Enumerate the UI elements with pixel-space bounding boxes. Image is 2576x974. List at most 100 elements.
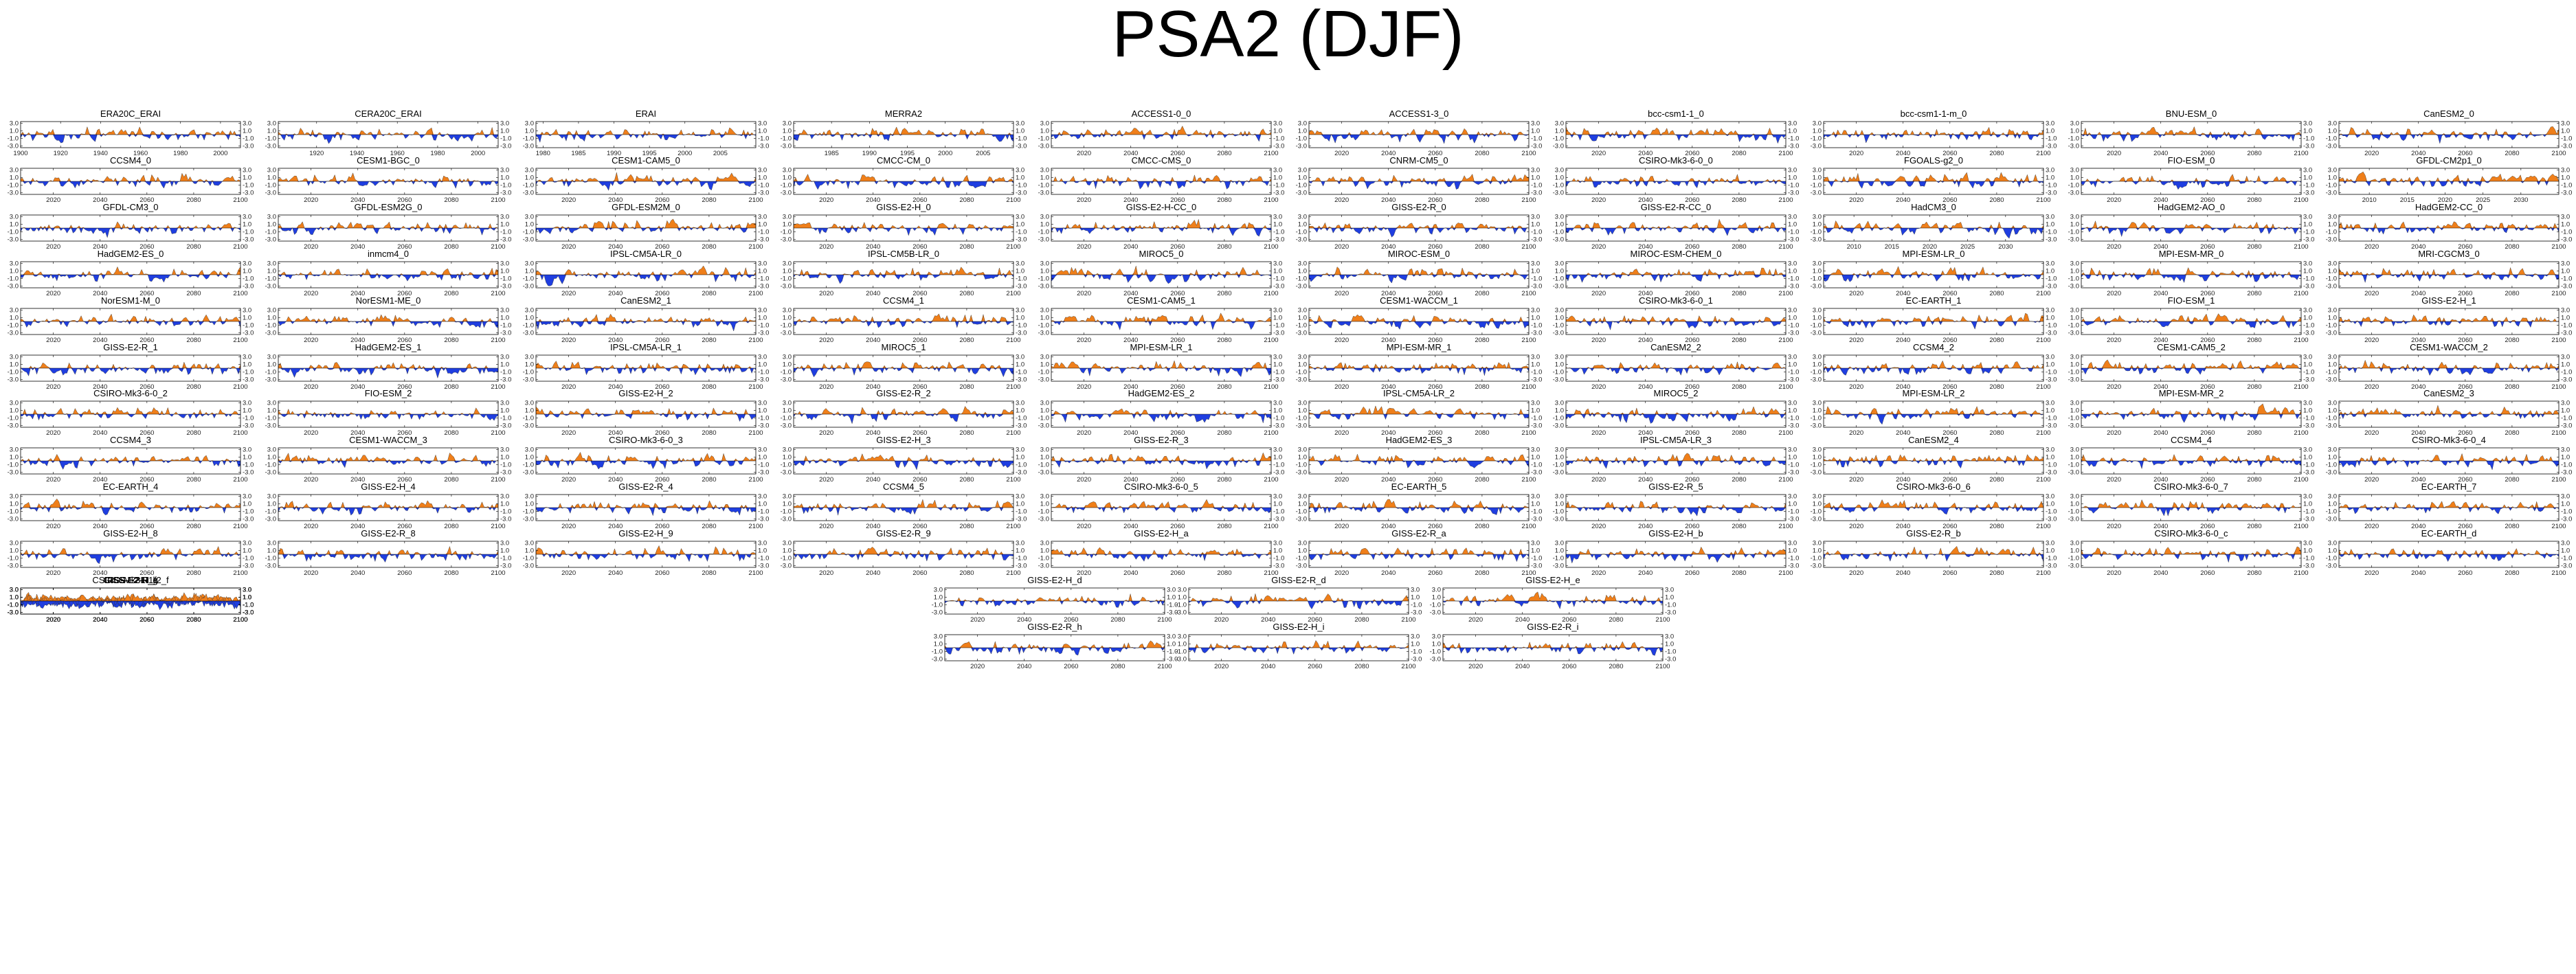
positive-area: [21, 313, 240, 321]
x-tick-label: 2080: [186, 616, 201, 624]
plot-frame: [2081, 121, 2302, 148]
y-tick-label-right: 3.0: [758, 167, 767, 174]
y-tick-label-right: -1.0: [1665, 601, 1676, 609]
y-tick-label-right: -1.0: [2046, 368, 2057, 376]
y-tick-label: 1.0: [1040, 454, 1049, 462]
x-tick-label: 2040: [866, 476, 880, 484]
y-tick-label-right: -1.0: [1531, 228, 1542, 236]
x-tick-label: 2060: [2200, 569, 2215, 577]
y-tick-label-right: -3.0: [1788, 282, 1799, 290]
panel-title: CNRM-CM5_0: [1389, 155, 1448, 166]
x-tick-label: 2060: [1428, 569, 1442, 577]
x-tick-label: 2040: [1639, 429, 1653, 437]
panel-CESM1-BGC_0: CESM1-BGC_03.0 3.01.0 1.0-1.0 -1.0-3.0 -3.02…: [265, 155, 512, 204]
x-tick-label: 2080: [2505, 429, 2519, 437]
negative-area: [793, 508, 1013, 516]
x-tick-label: 2020: [46, 616, 60, 624]
x-tick-label: 2060: [1308, 616, 1322, 624]
y-tick-label: 3.0: [1813, 214, 1822, 221]
x-tick-label: 2025: [1960, 243, 1975, 251]
x-tick-label: 2040: [2153, 476, 2168, 484]
series-line: [278, 314, 498, 328]
y-tick-label-right: 1.0: [1016, 174, 1024, 181]
x-tick-label: 2000: [938, 150, 952, 157]
y-tick-label: 3.0: [934, 633, 943, 641]
x-tick-label: 2080: [702, 290, 716, 297]
y-tick-label: 3.0: [782, 493, 791, 501]
y-tick-label: 3.0: [525, 120, 534, 128]
panel-GISS-E2-H_b: GISS-E2-H_b3.0 3.01.0 1.0-1.0 -1.0-3.0 -3.02…: [1553, 528, 1800, 577]
positive-area: [1189, 593, 1409, 601]
y-tick-label-right: 3.0: [1273, 167, 1282, 174]
y-tick-label-right: 1.0: [2046, 128, 2054, 135]
plot-frame: [793, 308, 1014, 335]
y-tick-label-right: -1.0: [2303, 181, 2314, 189]
y-tick-label-right: -1.0: [1788, 415, 1799, 422]
plot-frame: [793, 354, 1014, 381]
y-tick-label-right: 1.0: [2561, 267, 2570, 275]
plot-frame: [278, 354, 499, 381]
series-line: [20, 593, 241, 611]
x-tick-label: 2040: [1381, 429, 1396, 437]
y-tick-label-right: 1.0: [2561, 361, 2570, 368]
y-tick-label: 3.0: [1297, 493, 1306, 501]
plot-frame: [1565, 121, 1787, 148]
y-tick-label-right: -1.0: [2303, 415, 2314, 422]
y-tick-label-right: -1.0: [243, 601, 254, 609]
y-tick-label: -3.0: [780, 515, 791, 523]
negative-area: [1824, 508, 2044, 514]
negative-area: [535, 135, 756, 143]
y-tick-label-right: 3.0: [1531, 260, 1540, 267]
series-line: [1824, 220, 2044, 239]
positive-area: [278, 267, 498, 275]
y-tick-label: 3.0: [1297, 260, 1306, 267]
y-tick-label-right: 3.0: [2303, 540, 2312, 547]
series-line: [2338, 267, 2560, 283]
x-tick-label: 2060: [1685, 150, 1700, 157]
positive-area: [21, 126, 240, 135]
x-tick-label: 2020: [2107, 429, 2121, 437]
x-tick-label: 2100: [2037, 196, 2051, 204]
y-tick-label-right: -3.0: [243, 329, 254, 337]
x-tick-label: 2060: [1170, 196, 1185, 204]
y-tick-label: -3.0: [8, 189, 19, 196]
y-tick-label-right: -1.0: [1411, 601, 1422, 609]
y-tick-label: -3.0: [1295, 142, 1306, 150]
y-tick-label: 1.0: [2328, 407, 2337, 415]
negative-area: [2081, 227, 2302, 237]
x-tick-label: 2100: [1157, 663, 1172, 670]
plot-frame: [278, 494, 499, 521]
y-tick-label-right: 1.0: [2303, 128, 2312, 135]
y-tick-label-right: 3.0: [758, 353, 767, 361]
x-tick-label: 2040: [608, 429, 623, 437]
y-tick-label: 1.0: [10, 267, 19, 275]
y-tick-label: 3.0: [267, 493, 276, 501]
y-tick-label: -3.0: [1038, 329, 1049, 337]
positive-area: [2339, 221, 2560, 228]
series-line: [2338, 221, 2560, 235]
negative-area: [2081, 414, 2302, 423]
y-tick-label: -1.0: [265, 135, 276, 142]
positive-area: [535, 407, 756, 415]
panel-bcc-csm1-1-m_0: bcc-csm1-1-m_03.0 3.01.0 1.0-1.0 -1.0-3.0 -3…: [1811, 109, 2057, 157]
x-tick-label: 2020: [1077, 290, 1091, 297]
y-tick-label: 1.0: [267, 407, 276, 415]
panel-title: GISS-E2-R_i: [1527, 622, 1578, 632]
x-tick-label: 2060: [2200, 150, 2215, 157]
y-tick-label-right: -3.0: [243, 609, 254, 616]
panel-HadGEM2-ES_0: HadGEM2-ES_03.0 3.01.0 1.0-1.0 -1.0-3.0 -3.0…: [8, 249, 254, 297]
y-tick-label-right: -3.0: [1788, 236, 1799, 243]
panel-title: CanESM2_0: [2423, 109, 2474, 119]
panel-title: CCSM4_1: [883, 295, 924, 306]
x-tick-label: 2080: [959, 196, 974, 204]
x-tick-label: 2080: [959, 243, 974, 251]
positive-area: [793, 499, 1013, 508]
y-tick-label: 1.0: [525, 501, 534, 508]
y-tick-label-right: -1.0: [2303, 508, 2314, 516]
y-tick-label: -1.0: [8, 415, 19, 422]
x-tick-label: 2100: [748, 523, 763, 530]
y-tick-label: -1.0: [8, 368, 19, 376]
y-tick-label: -1.0: [522, 135, 533, 142]
x-tick-label: 2060: [139, 523, 154, 530]
